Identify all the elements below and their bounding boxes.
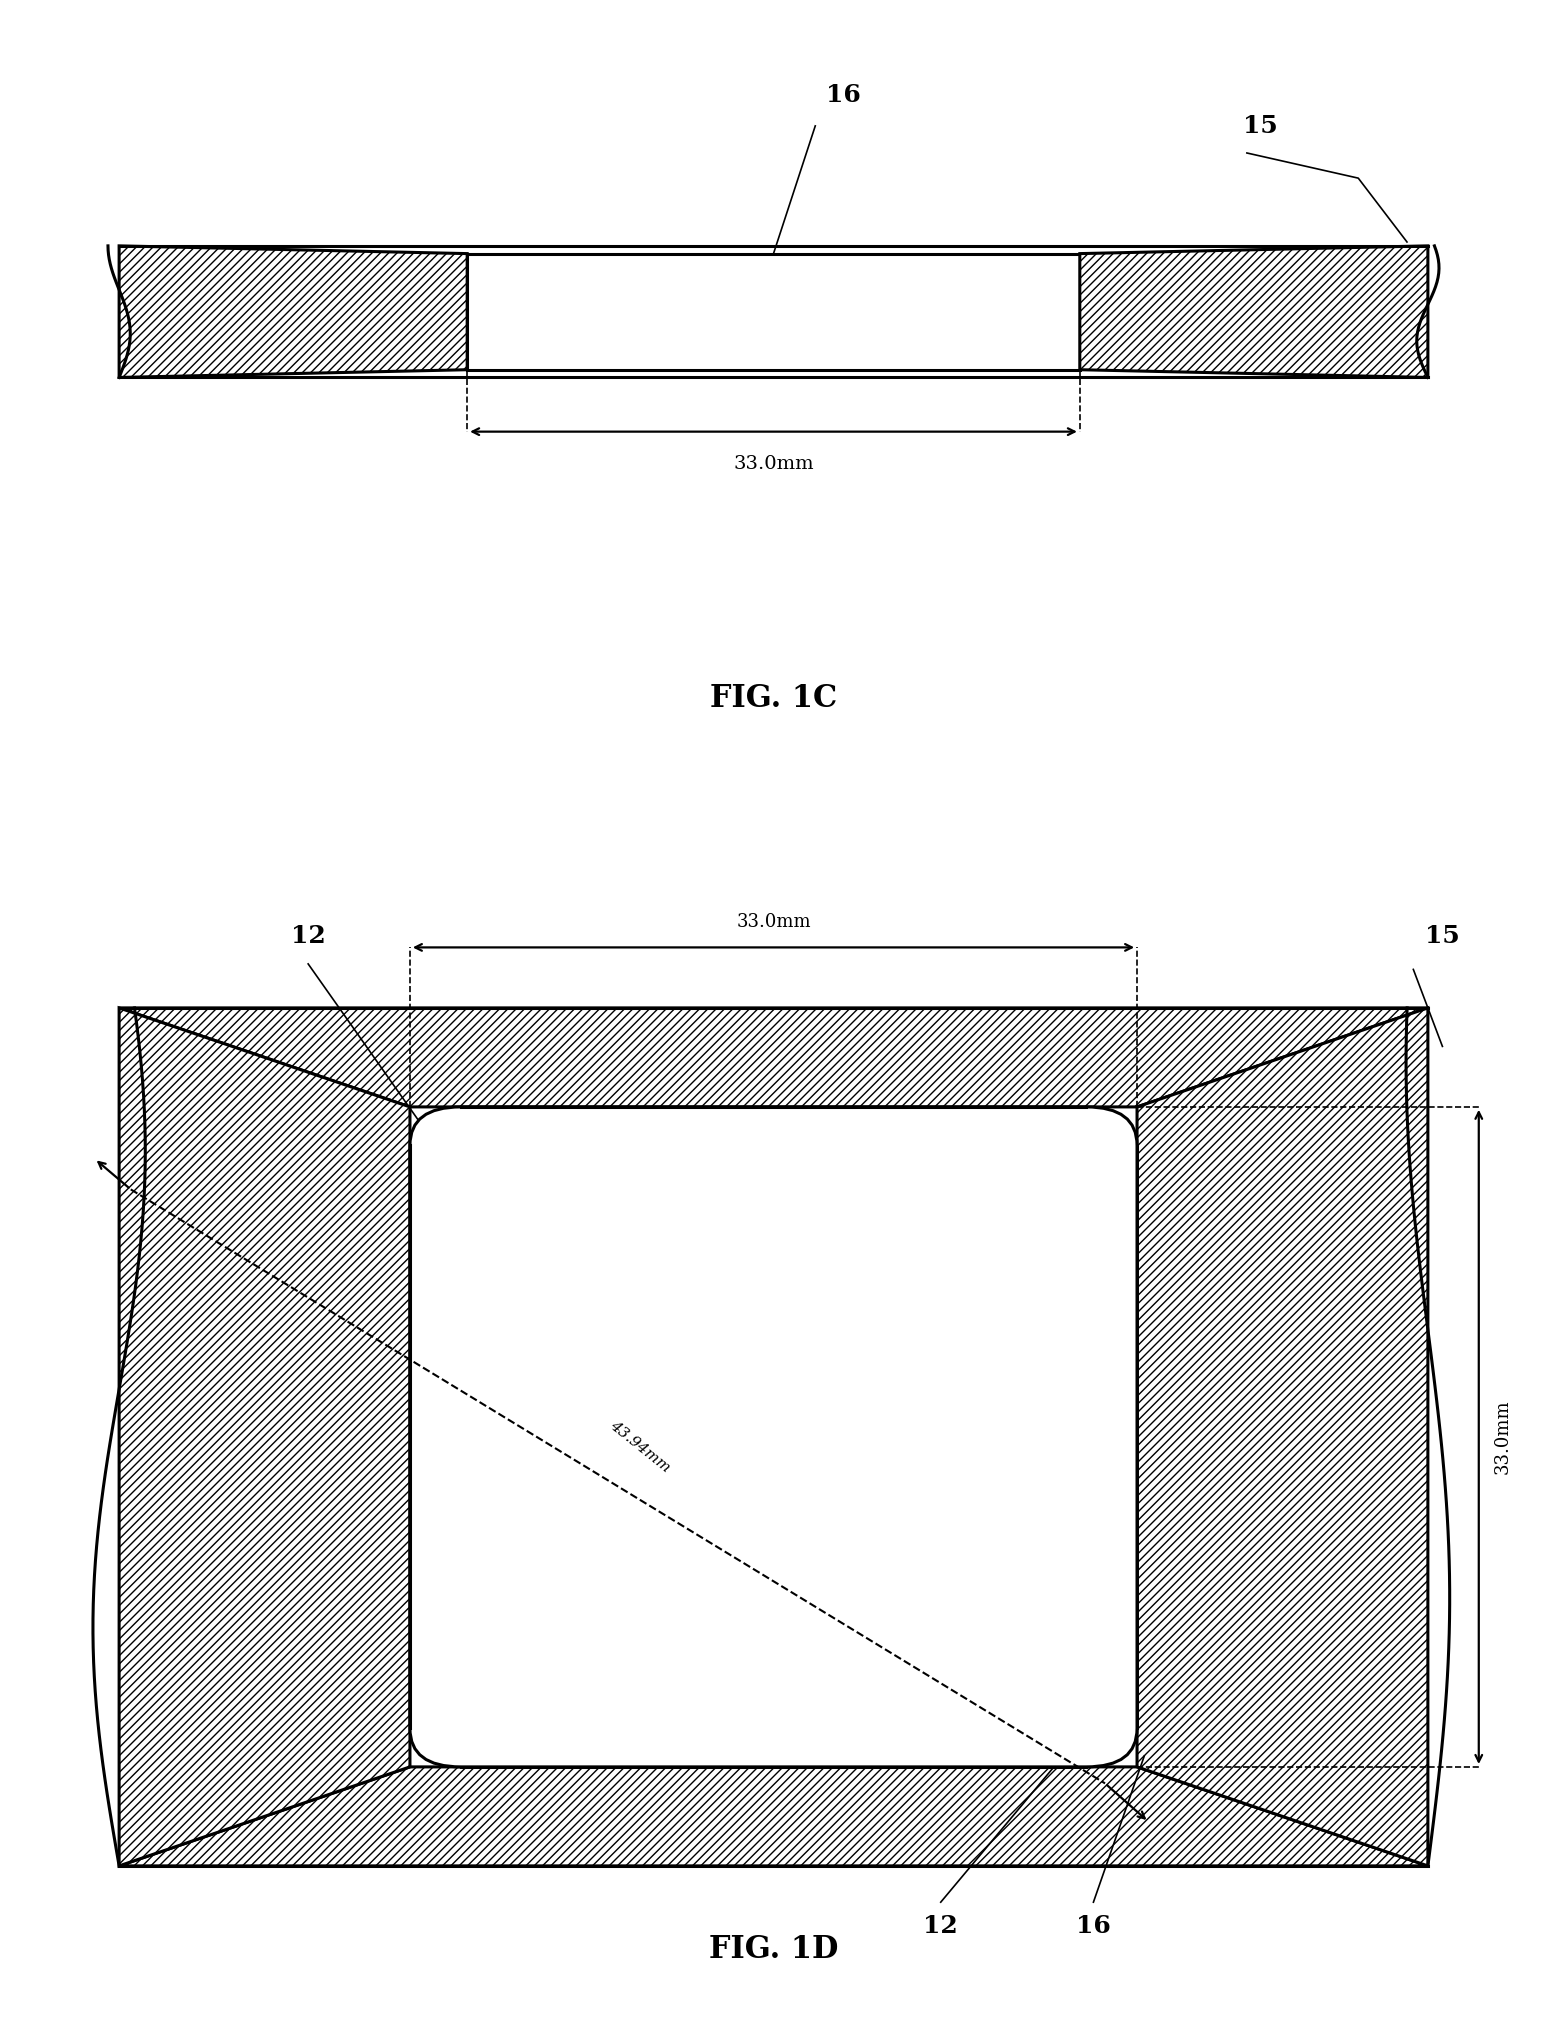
Text: FIG. 1D: FIG. 1D bbox=[709, 1933, 838, 1966]
Text: 33.0mm: 33.0mm bbox=[1493, 1399, 1511, 1475]
Text: 33.0mm: 33.0mm bbox=[736, 913, 811, 931]
FancyBboxPatch shape bbox=[410, 1106, 1137, 1766]
Text: 15: 15 bbox=[1425, 925, 1460, 949]
Polygon shape bbox=[119, 1008, 1428, 1106]
Text: 16: 16 bbox=[826, 84, 860, 106]
Polygon shape bbox=[1137, 1008, 1428, 1866]
Text: 15: 15 bbox=[1244, 114, 1278, 139]
Text: 16: 16 bbox=[1077, 1915, 1111, 1939]
Text: 43.94mm: 43.94mm bbox=[606, 1418, 673, 1475]
Text: FIG. 1C: FIG. 1C bbox=[710, 682, 837, 715]
Text: 12: 12 bbox=[924, 1915, 958, 1939]
Polygon shape bbox=[467, 253, 1080, 369]
Polygon shape bbox=[119, 1766, 1428, 1866]
Text: 12: 12 bbox=[291, 925, 325, 949]
Polygon shape bbox=[119, 1008, 410, 1866]
Text: 33.0mm: 33.0mm bbox=[733, 454, 814, 473]
Polygon shape bbox=[1080, 246, 1428, 377]
Polygon shape bbox=[119, 246, 467, 377]
